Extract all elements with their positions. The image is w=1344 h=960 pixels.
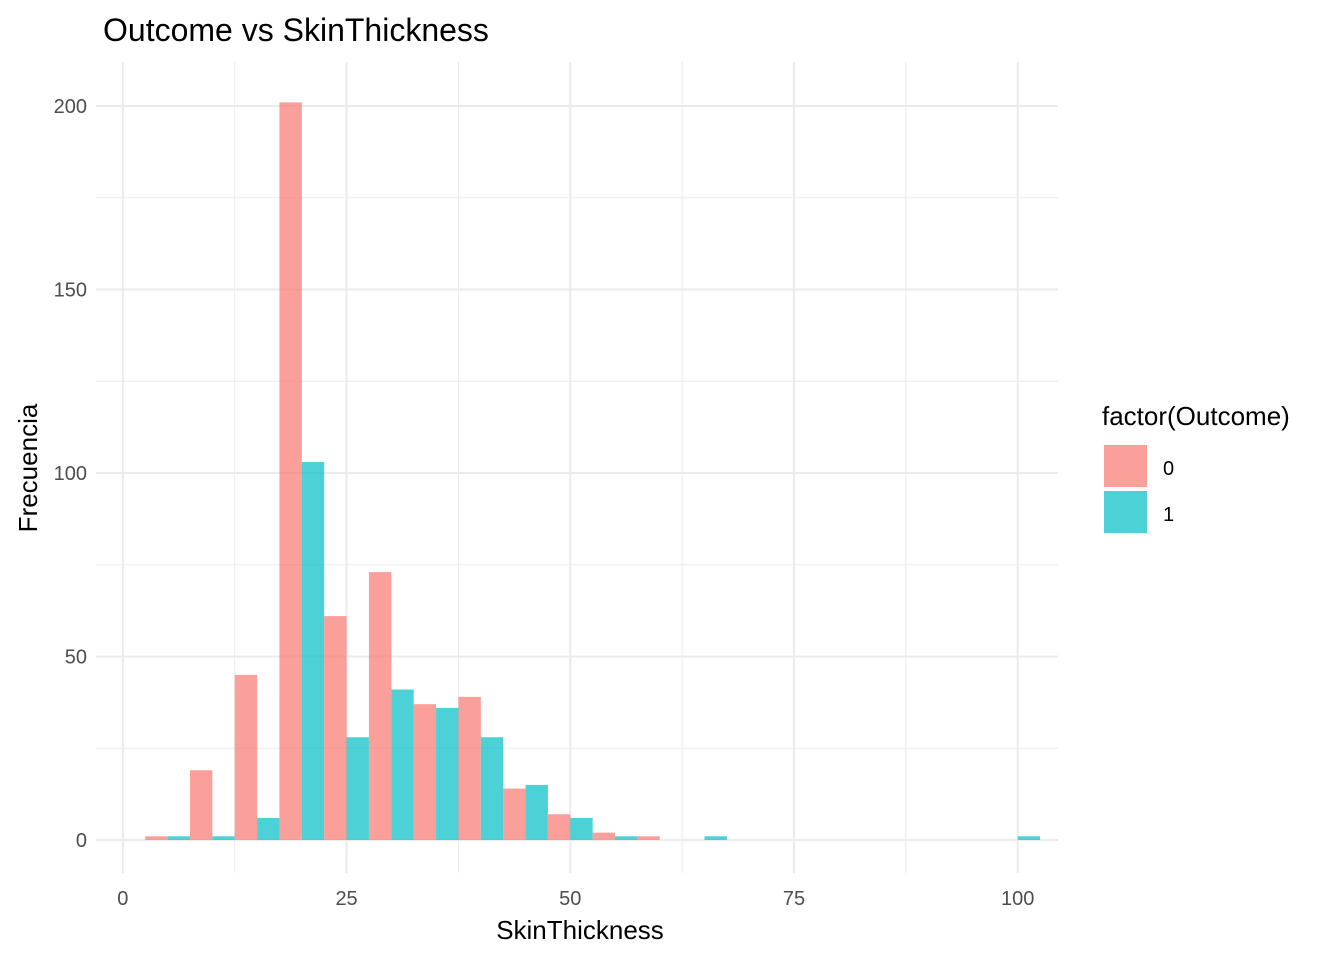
- bar-outcome-1-bin-25: [346, 737, 369, 840]
- bar-outcome-1-bin-35: [436, 707, 459, 840]
- bar-outcome-0-bin-40: [458, 696, 481, 840]
- y-tick-label: 50: [65, 646, 87, 668]
- legend: factor(Outcome) 0 1: [1102, 401, 1290, 533]
- bar-outcome-0-bin-35: [413, 704, 437, 840]
- bar-outcome-0-bin-15: [234, 674, 258, 840]
- bar-outcome-1-bin-100: [1017, 836, 1041, 840]
- bar-outcome-0-bin-10: [189, 770, 213, 840]
- legend-swatch-0: [1104, 445, 1147, 487]
- bar-outcome-0-bin-60: [637, 836, 660, 840]
- bar-outcome-1-bin-65: [704, 836, 727, 840]
- legend-label-1: 1: [1163, 504, 1174, 526]
- y-axis-ticks: 0 50 100 150 200: [54, 96, 87, 852]
- bar-outcome-1-bin-5: [167, 836, 190, 840]
- bar-outcome-1-bin-40: [480, 737, 504, 840]
- bar-outcome-1-bin-20: [301, 461, 325, 840]
- bar-outcome-0-bin-25: [324, 616, 347, 840]
- bar-outcome-0-bin-55: [592, 832, 616, 840]
- y-tick-label: 150: [54, 280, 87, 302]
- bar-outcome-1-bin-10: [212, 836, 235, 840]
- x-tick-label: 100: [1001, 888, 1034, 910]
- bar-outcome-1-bin-45: [525, 784, 548, 840]
- bar-outcome-1-bin-30: [391, 689, 414, 840]
- y-tick-label: 0: [76, 830, 87, 852]
- bar-outcome-0-bin-20: [279, 102, 302, 840]
- bar-outcome-1-bin-55: [615, 836, 638, 840]
- bar-outcome-0-bin-5: [145, 836, 168, 840]
- bar-outcome-0-bin-50: [547, 814, 571, 840]
- y-axis-title: Frecuencia: [13, 403, 43, 532]
- x-tick-label: 0: [117, 888, 128, 910]
- x-tick-label: 50: [559, 888, 581, 910]
- bar-outcome-1-bin-15: [257, 817, 280, 840]
- legend-title: factor(Outcome): [1102, 401, 1290, 431]
- x-tick-label: 25: [335, 888, 357, 910]
- bars: [145, 102, 1041, 840]
- y-tick-label: 100: [54, 463, 87, 485]
- chart-title: Outcome vs SkinThickness: [103, 12, 489, 48]
- legend-label-0: 0: [1163, 458, 1174, 480]
- bar-outcome-0-bin-45: [503, 788, 526, 840]
- bar-outcome-1-bin-50: [570, 817, 593, 840]
- x-axis-title: SkinThickness: [496, 915, 664, 945]
- x-tick-label: 75: [783, 888, 805, 910]
- x-axis-ticks: 0 25 50 75 100: [117, 888, 1034, 910]
- legend-swatch-1: [1104, 491, 1147, 533]
- bar-outcome-0-bin-30: [368, 572, 392, 840]
- y-tick-label: 200: [54, 96, 87, 118]
